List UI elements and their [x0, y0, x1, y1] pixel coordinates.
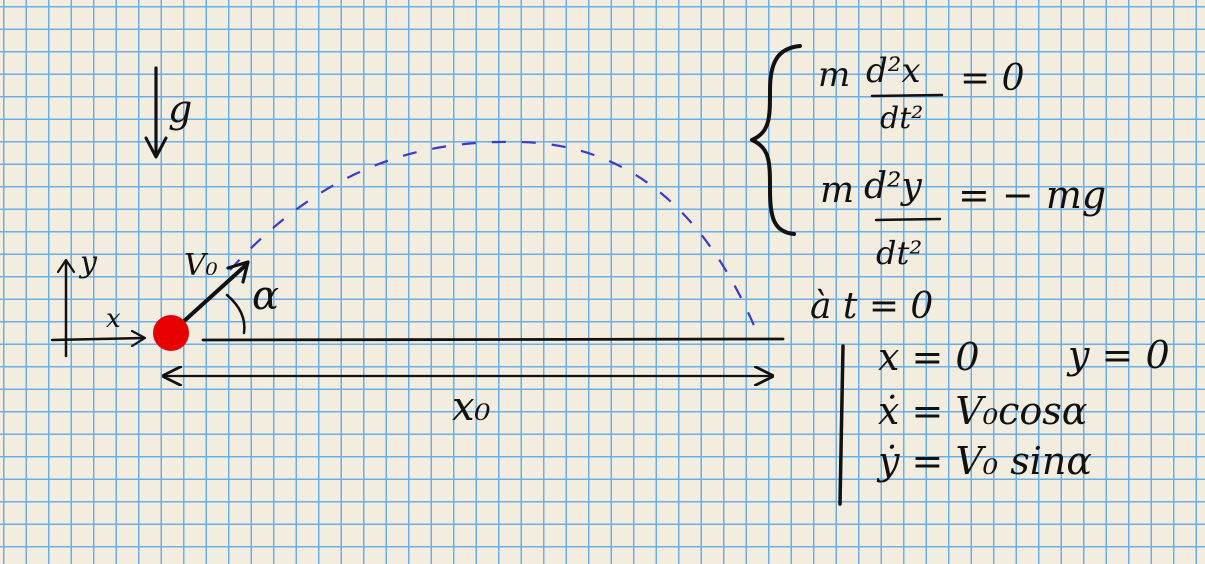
eq1-rhs: = 0	[960, 58, 1025, 99]
eq2-rhs: = − mg	[958, 173, 1106, 217]
ground-line	[201, 337, 785, 342]
coordinate-axes	[50, 258, 147, 358]
eq2-mass: m	[820, 170, 854, 211]
eq1-mass: m	[818, 55, 850, 95]
ic-xdot: ẋ = V₀cosα	[878, 389, 1087, 433]
velocity-label: V₀	[184, 248, 218, 283]
angle-arc	[225, 293, 246, 335]
eq1-fraction-bar	[870, 93, 944, 98]
gravity-label: g	[168, 87, 192, 131]
initial-conditions-header: à t = 0	[810, 286, 933, 327]
conditions-bar	[838, 344, 845, 506]
axis-x-label: x	[106, 304, 121, 334]
angle-label: α	[252, 273, 279, 319]
range-label: x₀	[452, 384, 491, 430]
velocity-vector	[170, 260, 250, 334]
axis-y-label: y	[78, 245, 98, 280]
trajectory-dashed	[229, 140, 762, 341]
projectile-ball	[153, 315, 189, 351]
system-brace	[750, 44, 802, 236]
eq2-fraction-bar	[874, 217, 942, 222]
eq1-denominator: dt²	[880, 101, 923, 136]
ic-y: y = 0	[1066, 333, 1170, 377]
gravity-arrow	[144, 66, 168, 159]
ic-ydot: ẏ = V₀ sinα	[876, 439, 1092, 483]
ic-x: x = 0	[878, 335, 980, 379]
eq2-denominator: dt²	[876, 234, 922, 272]
eq1-numerator: d²x	[866, 51, 921, 91]
eq2-numerator: d²y	[864, 166, 922, 207]
